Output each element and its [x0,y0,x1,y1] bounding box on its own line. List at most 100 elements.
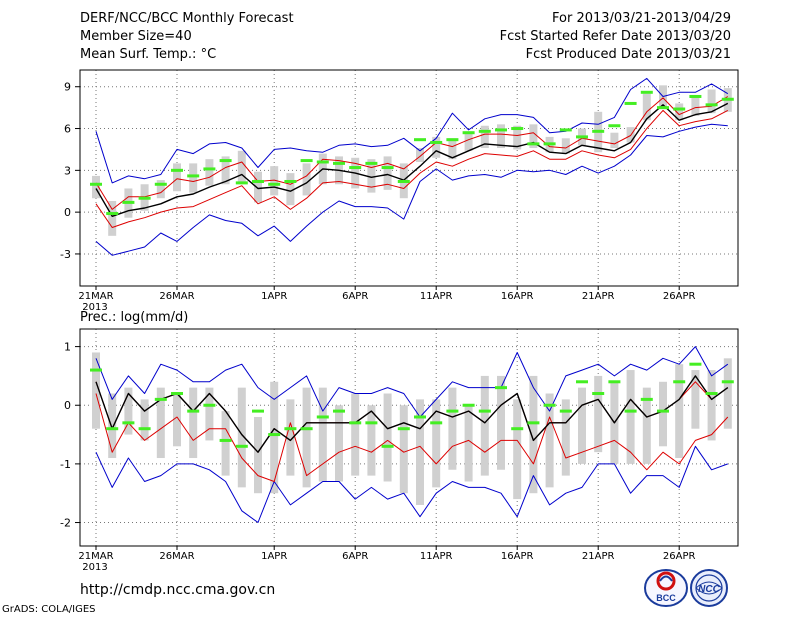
precipitation-xtick-label: 16APR [501,551,534,562]
temperature-spread-bar [675,103,684,121]
forecast-start-date-label: Fcst Started Refer Date 2013/03/20 [499,29,731,44]
temperature-year-label: 2013 [82,302,107,313]
precipitation-median-tick [576,380,588,384]
temperature-median-tick [138,196,151,200]
precipitation-median-tick [284,427,297,431]
precipitation-median-tick [300,427,313,431]
temperature-spread-bar [254,171,262,203]
temperature-median-tick [397,179,410,183]
precipitation-spread-bar [173,393,181,447]
temperature-median-tick [187,174,200,178]
precipitation-spread-bar [140,399,149,441]
temperature-spread-bar [92,175,100,199]
bcc-logo-text: BCC [656,593,676,603]
precipitation-ytick-label: 1 [64,341,71,354]
temperature-median-tick [657,106,669,110]
temperature-median-tick [90,182,102,186]
temperature-median-tick [721,97,734,101]
precipitation-spread-bar [399,405,408,494]
precipitation-xtick-label: 11APR [420,551,453,562]
precipitation-spread-bar [237,387,246,488]
temperature-spread-bar [448,138,457,160]
precipitation-median-tick [721,380,734,384]
temperature-median-tick [235,181,248,185]
precipitation-spread-bar [286,399,295,476]
temperature-xtick-label: 11APR [420,291,453,302]
precipitation-spread-bar [432,399,441,488]
temperature-spread-bar [561,138,570,154]
precipitation-spread-bar [383,393,392,482]
precipitation-median-tick [624,409,637,413]
precipitation-median-tick [446,409,459,413]
precipitation-median-tick [673,380,686,384]
precipitation-spread-bar [302,387,311,488]
precipitation-spread-bar [723,358,732,429]
precipitation-spread-bar [92,352,100,429]
precipitation-spread-bar [156,387,165,459]
temperature-panel: -3 0 3 6 9 21MAR 26MAR 1APR 6APR 11APR 16APR 21APR 2… [60,69,739,313]
temperature-xtick-label: 26APR [663,291,696,302]
temperature-median-tick [219,159,232,163]
precipitation-spread-bar [335,405,343,482]
chart-title: DERF/NCC/BCC Monthly Forecast [80,11,294,26]
temperature-spread-bar [642,93,651,121]
precipitation-median-tick [414,415,426,419]
forecast-produced-date-label: Fcst Produced Date 2013/03/21 [525,47,731,62]
temperature-median-tick [316,160,329,164]
precipitation-median-tick [316,415,329,419]
precipitation-median-tick [608,380,621,384]
temperature-xtick-label: 21MAR [78,291,113,302]
precipitation-median-tick [462,403,475,407]
precipitation-spread-bar [464,405,473,482]
precipitation-spread-bar [189,387,198,459]
temperature-xtick-label: 6APR [342,291,368,302]
temperature-spread-bar [513,125,522,150]
temperature-median-tick [624,101,637,105]
temperature-min-line [95,123,728,256]
precipitation-median-tick [187,409,200,413]
precipitation-spread-bar [626,370,635,464]
precipitation-spread-bar [124,387,133,435]
precipitation-frame [79,328,739,547]
temperature-median-tick [462,131,475,135]
temperature-median-tick [333,161,345,165]
precipitation-year-label: 2013 [82,562,107,573]
temperature-spread-bar [432,136,441,158]
temperature-spread-bar [659,85,667,110]
precipitation-spread-bar [270,381,279,494]
precipitation-median-tick [171,392,183,396]
temperature-median-tick [592,129,605,133]
precipitation-spread-bar [351,393,360,476]
temperature-xtick-label: 26MAR [159,291,194,302]
precipitation-mean-line [95,375,729,453]
temperature-spread-bar [108,200,117,236]
temperature-spread-bar [189,163,198,193]
temperature-xtick-label: 21APR [582,291,615,302]
temperature-median-tick [284,179,297,183]
temperature-median-tick [478,129,491,133]
precipitation-xtick-label: 21APR [582,551,615,562]
precipitation-spread-bar [675,364,684,459]
temperature-spread-bar [302,163,311,196]
temperature-median-tick [640,90,653,94]
temperature-median-tick [122,200,135,204]
temperature-median-tick [365,161,378,165]
precipitation-median-tick [397,427,410,431]
grads-credit: GrADS: COLA/IGES [2,604,96,615]
precipitation-median-tick [219,438,232,442]
precipitation-variable-label: Prec.: log(mm/d) [80,310,189,325]
precipitation-spread-bar [416,399,424,505]
temperature-median-tick [543,142,556,146]
temperature-spread-bar [270,166,279,196]
precipitation-spread-bar [205,387,214,441]
temperature-spread-bar [205,159,214,186]
temperature-spread-bar [416,148,424,162]
temperature-spread-bar [237,150,246,182]
precipitation-max-line [95,346,729,418]
precipitation-median-tick [559,409,572,413]
temperature-ytick-label: 6 [64,123,71,136]
precipitation-min-line [95,445,728,523]
temperature-spread-bar [464,131,473,151]
source-url-link[interactable]: http://cmdp.ncc.cma.gov.cn [80,582,276,598]
